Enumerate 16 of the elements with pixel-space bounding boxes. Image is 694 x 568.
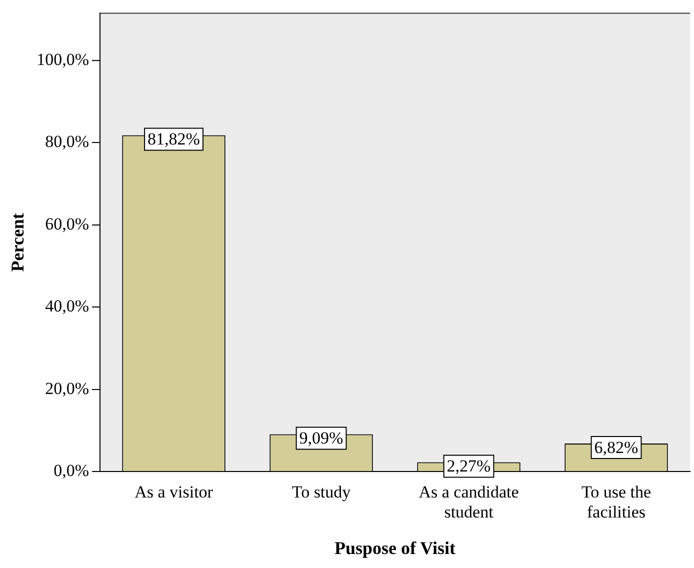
y-tick-label: 20,0%	[45, 378, 90, 398]
x-axis-title: Puspose of Visit	[334, 538, 456, 558]
x-tick-label: To study	[292, 482, 352, 502]
y-tick-label: 100,0%	[36, 50, 90, 69]
data-label: 9,09%	[299, 428, 344, 448]
x-tick-label: As a candidate student	[418, 482, 519, 522]
y-tick-label: 0,0%	[54, 461, 90, 480]
data-label: 81,82%	[148, 130, 200, 149]
y-tick-label: 60,0%	[45, 214, 90, 234]
y-tick-label: 40,0%	[45, 296, 90, 316]
x-tick-label: As a visitor	[134, 482, 214, 502]
data-label: 2,27%	[446, 456, 491, 476]
y-axis-title: Percent	[7, 213, 28, 272]
x-tick-label: To use the facilities	[581, 482, 652, 522]
data-label: 6,82%	[594, 438, 638, 458]
y-tick-label: 80,0%	[45, 132, 90, 152]
